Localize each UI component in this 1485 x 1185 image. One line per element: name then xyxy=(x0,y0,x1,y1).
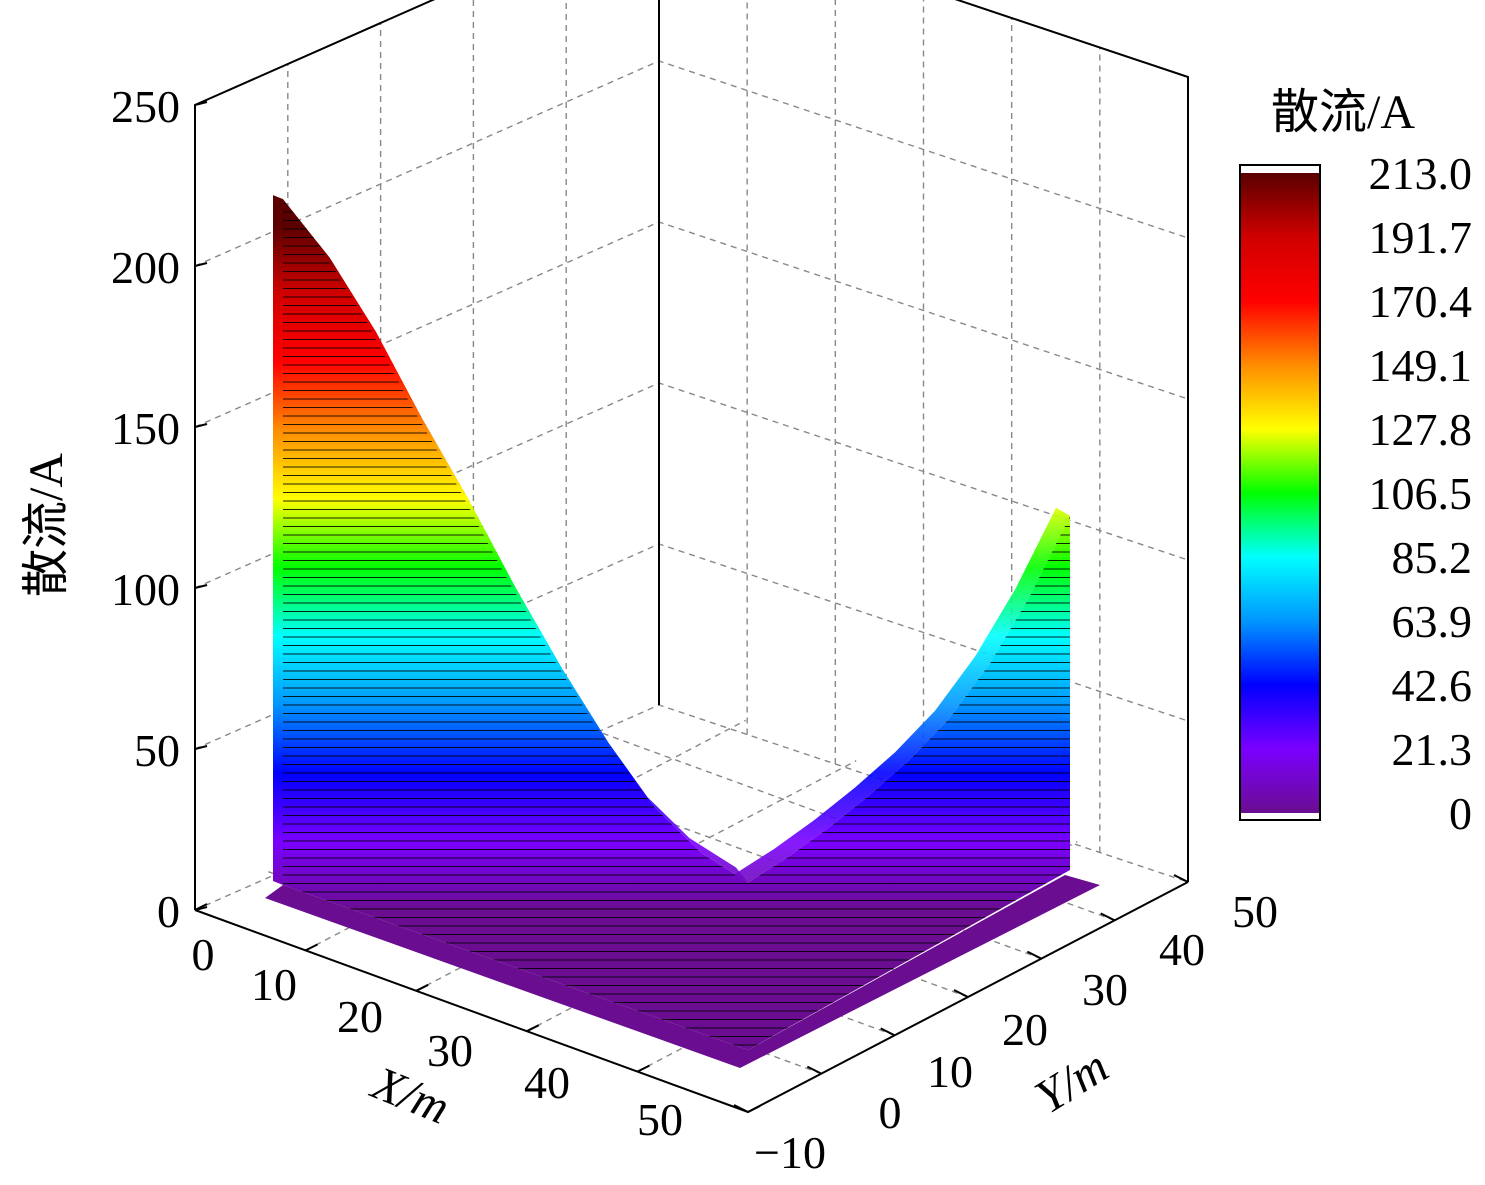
colorbar-label: 127.8 xyxy=(1369,404,1473,455)
z-tick-label: 50 xyxy=(134,725,180,776)
x-tick-mark xyxy=(636,1064,650,1073)
colorbar: 散流/A 213.0 191.7 170.4 149.1 127.8 106.5 85.2 6… xyxy=(1239,86,1473,839)
y-tick-mark xyxy=(733,1104,749,1113)
x-tick-mark xyxy=(305,943,319,952)
floor-slab xyxy=(265,875,1100,1068)
colorbar-label: 106.5 xyxy=(1369,468,1473,519)
colorbar-label: 149.1 xyxy=(1369,340,1473,391)
z-tick-mark xyxy=(194,745,208,750)
z-tick-label: 200 xyxy=(111,242,180,293)
x-tick-label: 0 xyxy=(192,929,215,980)
grid-line xyxy=(194,0,1189,106)
y-tick-mark xyxy=(1173,874,1189,883)
colorbar-label: 191.7 xyxy=(1369,212,1473,263)
colorbar-label: 0 xyxy=(1449,788,1472,839)
y-axis-ticks: −10 0 10 20 30 40 50 xyxy=(754,886,1278,1178)
y-tick-mark xyxy=(806,1065,822,1075)
z-tick-label: 0 xyxy=(157,886,180,937)
y-tick-label: 0 xyxy=(879,1087,902,1138)
y-tick-mark xyxy=(1026,950,1042,960)
y-tick-label: 10 xyxy=(927,1046,973,1097)
y-tick-label: 20 xyxy=(1002,1004,1048,1055)
grid-line xyxy=(194,60,1189,267)
surface xyxy=(265,184,1100,1068)
colorbar-title: 散流/A xyxy=(1271,86,1415,139)
z-axis-ticks: 0 50 100 150 200 250 xyxy=(111,81,180,937)
y-tick-label: 40 xyxy=(1159,924,1205,975)
x-tick-label: 30 xyxy=(427,1025,473,1076)
colorbar-fill xyxy=(1241,173,1319,813)
colorbar-label: 42.6 xyxy=(1392,660,1473,711)
x-tick-label: 10 xyxy=(251,959,297,1010)
x-axis-ticks: 0 10 20 30 40 50 xyxy=(192,929,684,1145)
z-tick-label: 250 xyxy=(111,81,180,132)
z-tick-mark xyxy=(194,262,208,267)
y-tick-mark xyxy=(1100,912,1116,922)
colorbar-label: 170.4 xyxy=(1369,276,1473,327)
z-tick-mark xyxy=(194,101,208,106)
x-tick-mark xyxy=(415,983,429,992)
z-axis-label: 散流/A xyxy=(20,453,73,597)
colorbar-label: 213.0 xyxy=(1369,148,1473,199)
surface-contours-x xyxy=(283,199,748,1050)
z-tick-label: 100 xyxy=(111,564,180,615)
axis-frame xyxy=(194,0,1189,1114)
y-tick-mark xyxy=(880,1027,896,1037)
y-tick-label: 30 xyxy=(1082,964,1128,1015)
x-tick-label: 50 xyxy=(637,1094,683,1145)
colorbar-label: 85.2 xyxy=(1392,532,1473,583)
surface-left-edge xyxy=(273,195,283,885)
surface-top-x xyxy=(271,184,748,883)
top-edge xyxy=(194,0,1189,910)
colorbar-label: 21.3 xyxy=(1392,724,1473,775)
surface-contours-y xyxy=(748,515,1070,1050)
x-tick-mark xyxy=(747,1105,761,1113)
x-tick-mark xyxy=(194,903,208,911)
y-tick-label: 50 xyxy=(1232,886,1278,937)
y-tick-mark xyxy=(953,989,969,998)
z-tick-label: 150 xyxy=(111,403,180,454)
z-tick-mark xyxy=(194,584,208,589)
x-tick-label: 40 xyxy=(524,1057,570,1108)
colorbar-label: 63.9 xyxy=(1392,596,1473,647)
x-tick-mark xyxy=(526,1024,540,1033)
y-tick-label: −10 xyxy=(754,1127,826,1178)
colorbar-labels: 213.0 191.7 170.4 149.1 127.8 106.5 85.2 63.9 42… xyxy=(1369,148,1473,839)
z-tick-mark xyxy=(194,423,208,428)
x-tick-label: 20 xyxy=(337,991,383,1042)
